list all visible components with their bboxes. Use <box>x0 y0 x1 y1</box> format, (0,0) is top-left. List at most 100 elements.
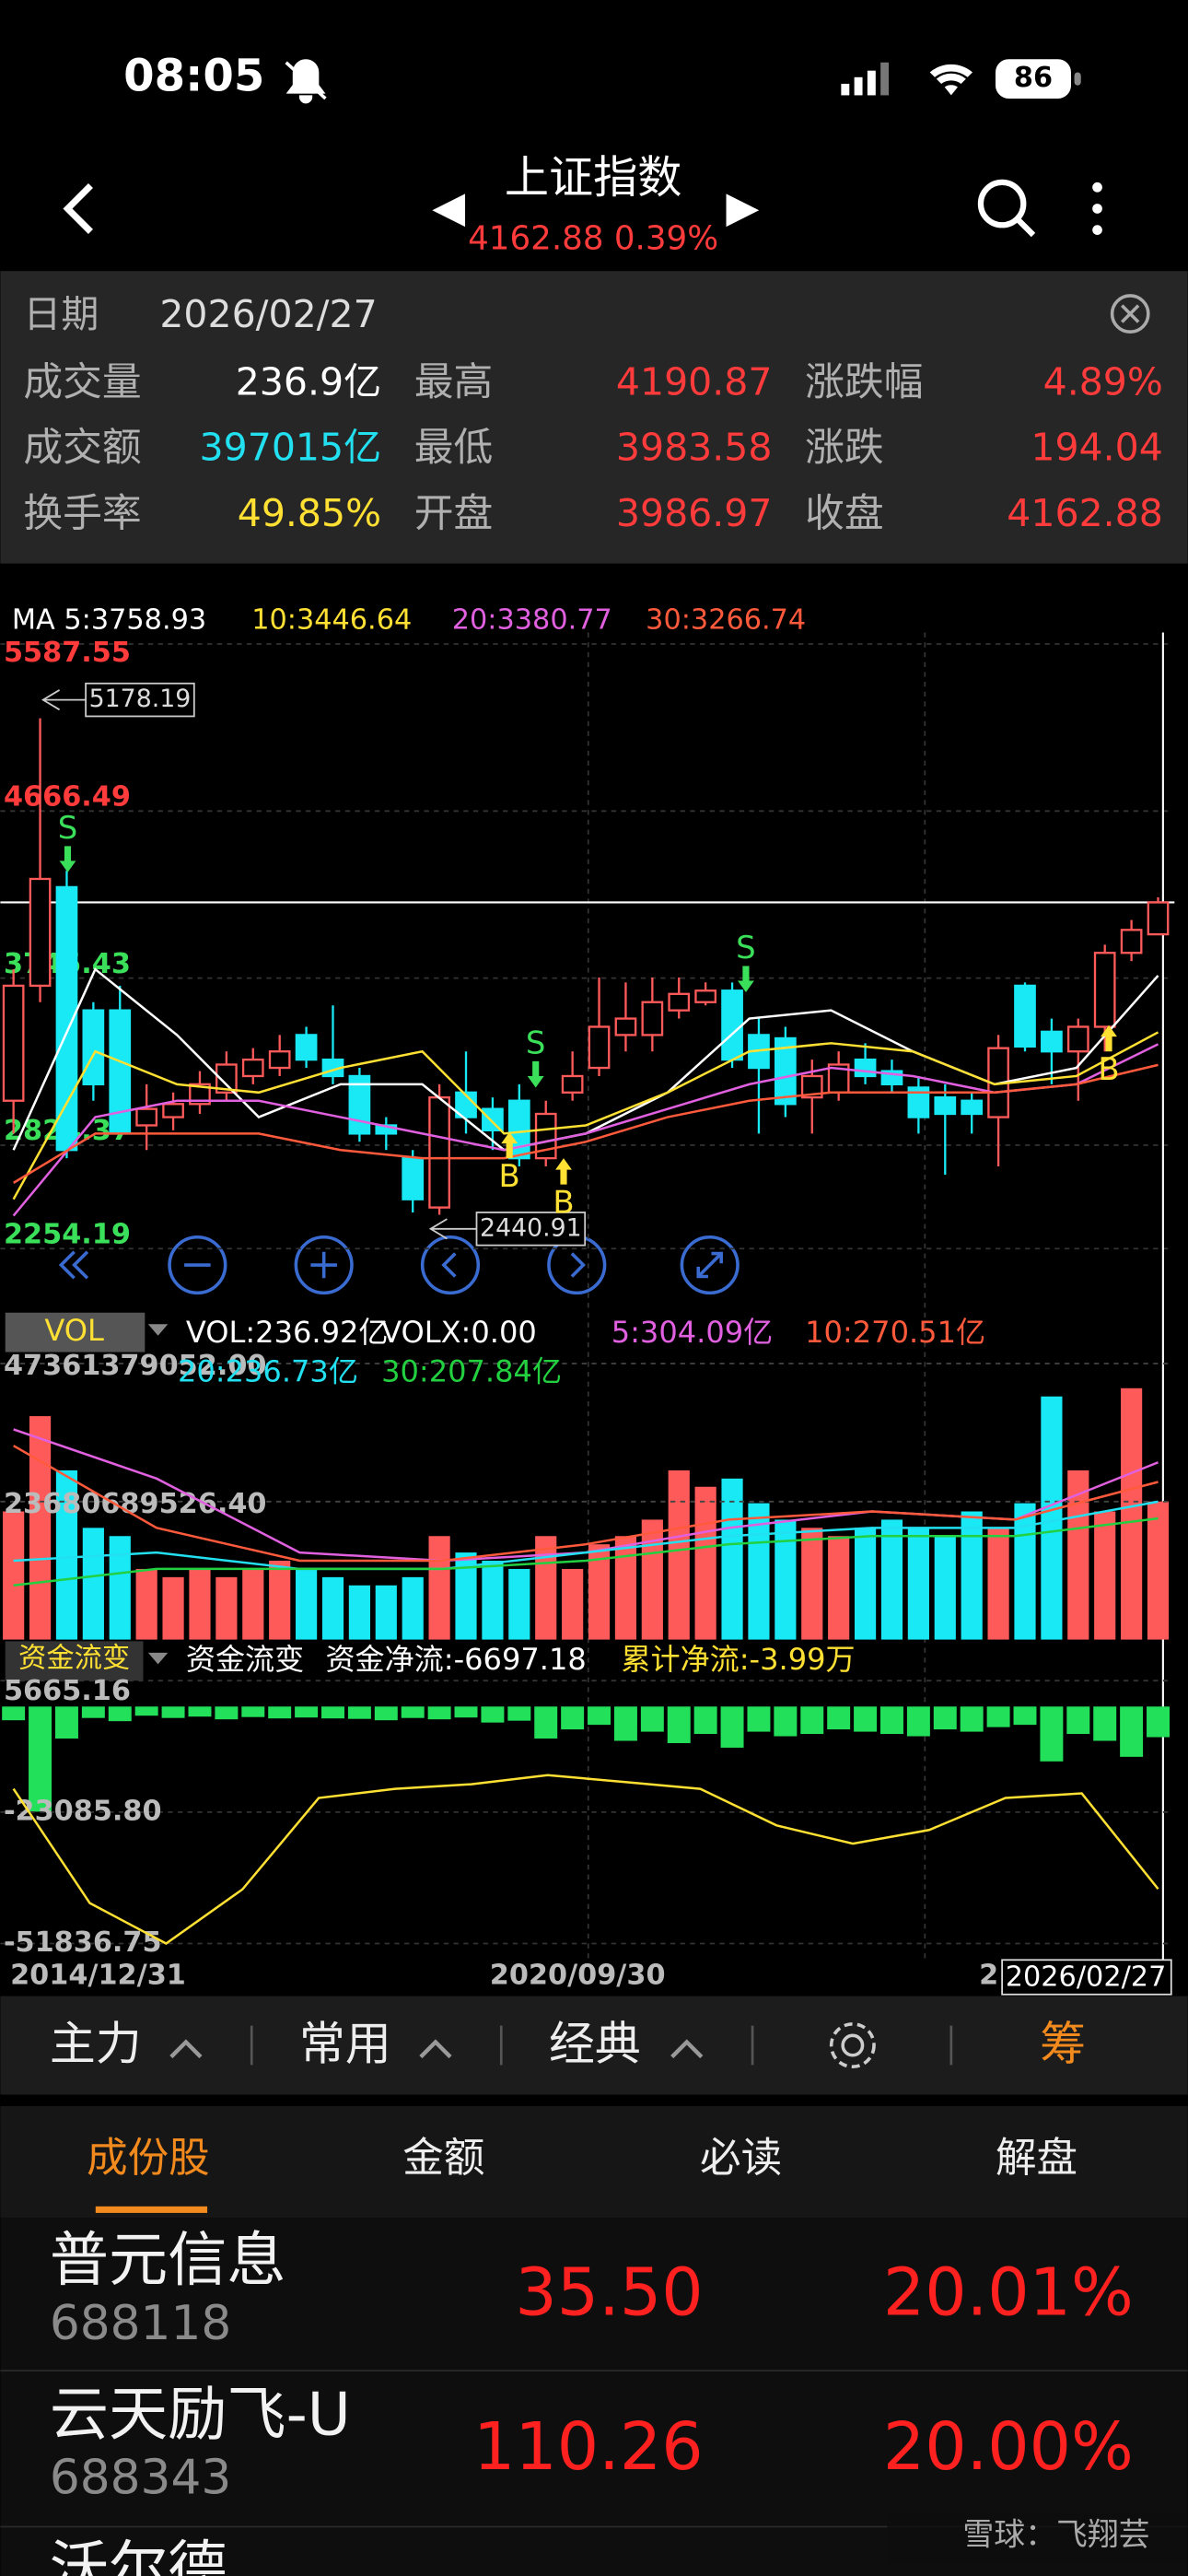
fund-legend: 累计净流:-3.99万 <box>621 1642 855 1677</box>
volume-bar <box>55 1469 78 1640</box>
stock-name[interactable]: 沃尔德 <box>50 2535 227 2576</box>
volume-bar <box>775 1519 797 1640</box>
volume-bar <box>641 1519 663 1640</box>
volume-bar <box>1094 1511 1116 1640</box>
subtab[interactable]: 必读 <box>700 2134 782 2182</box>
dropdown[interactable] <box>147 1324 169 1336</box>
info-label: 最低 <box>414 425 494 471</box>
candle-body <box>1093 952 1116 1028</box>
volume-bar <box>535 1536 557 1640</box>
fund-bar <box>347 1706 371 1719</box>
tab[interactable]: 筹 <box>1040 2017 1086 2070</box>
status-icons <box>285 59 1081 104</box>
subtab[interactable]: 解盘 <box>996 2134 1077 2182</box>
fund-bar <box>534 1706 558 1739</box>
fund-axis-label: -23085.80 <box>4 1795 162 1827</box>
more-button[interactable] <box>1092 181 1102 235</box>
fund-axis-label: -51836.75 <box>4 1926 162 1959</box>
volume-bar <box>1041 1396 1063 1640</box>
fund-bar <box>295 1706 319 1718</box>
vol-ma-line <box>13 1500 1159 1571</box>
fund-tag-label[interactable]: 资金流变 <box>18 1642 130 1674</box>
ma-line <box>12 1031 1159 1200</box>
info-label: 换手率 <box>23 490 141 536</box>
fund-bar <box>1013 1706 1037 1726</box>
candle-body <box>2 984 25 1102</box>
fund-bar <box>960 1706 984 1732</box>
signal: B <box>553 1185 574 1221</box>
candle-body <box>109 1009 132 1135</box>
fund-bar <box>613 1706 637 1741</box>
volume-bar <box>854 1528 877 1640</box>
vol-tag[interactable] <box>5 1312 146 1352</box>
stock-name[interactable]: 云天励飞-U <box>50 2380 351 2449</box>
ma-legend: 10:3446.64 <box>251 604 412 637</box>
vol-tag-label[interactable]: VOL <box>44 1313 104 1348</box>
annotation-box <box>85 682 195 718</box>
fund-bar <box>1040 1706 1064 1762</box>
fund-legend: 资金净流:-6697.18 <box>325 1642 586 1677</box>
fullscreen[interactable] <box>680 1235 740 1295</box>
vol-legend: VOLX:0.00 <box>381 1315 537 1350</box>
price-label: 5587.55 <box>4 637 131 669</box>
tab[interactable]: 经典 <box>549 2017 641 2070</box>
vol-ma-line <box>13 1516 1159 1587</box>
volume-bar <box>614 1536 637 1640</box>
fund-bar <box>774 1706 798 1737</box>
candle-body <box>1014 984 1036 1048</box>
info-label: 最高 <box>414 359 494 405</box>
vol-legend: 5:304.09亿 <box>611 1315 774 1350</box>
zoom-out[interactable] <box>168 1235 227 1295</box>
info-value: 4190.87 <box>616 359 773 404</box>
info-value: 49.85% <box>238 491 381 535</box>
volume-bar <box>961 1511 983 1640</box>
zoom-in[interactable] <box>294 1235 354 1295</box>
volume-bar <box>29 1416 52 1640</box>
candle-body <box>82 1009 105 1086</box>
fund-bar <box>800 1706 824 1735</box>
dropdown[interactable] <box>147 1652 169 1665</box>
tab[interactable]: 主力 <box>50 2017 142 2070</box>
nav-left[interactable] <box>420 1235 481 1295</box>
nav-first[interactable] <box>58 1250 89 1280</box>
subtab[interactable]: 金额 <box>402 2134 484 2182</box>
candle-body <box>534 1112 557 1160</box>
signal-arrow <box>527 1060 544 1088</box>
fund-bar <box>640 1706 664 1732</box>
volume-bar <box>1147 1501 1170 1640</box>
fund-tag[interactable] <box>5 1641 144 1681</box>
candle-body <box>1066 1025 1089 1053</box>
volume-bar <box>588 1544 611 1640</box>
back-button[interactable] <box>63 182 93 234</box>
info-value: 194.04 <box>1031 426 1162 470</box>
candle-body <box>668 992 691 1012</box>
fund-bar <box>54 1706 78 1739</box>
signal: S <box>58 810 78 846</box>
stock-price: 35.50 <box>515 2254 703 2330</box>
bell-icon <box>285 59 327 104</box>
candle-body <box>721 989 743 1061</box>
signal-arrow <box>59 846 76 872</box>
fund-bar <box>454 1706 478 1718</box>
close-button[interactable] <box>1110 294 1150 334</box>
settings-button[interactable] <box>829 2022 876 2069</box>
volume-bar <box>1014 1503 1036 1640</box>
volume-bar <box>694 1486 716 1640</box>
fund-bar <box>1120 1706 1144 1757</box>
tab[interactable]: 常用 <box>299 2017 391 2070</box>
next-button[interactable] <box>726 193 760 228</box>
battery-tip <box>1074 72 1081 86</box>
subtab[interactable]: 成份股 <box>87 2134 210 2182</box>
prev-button[interactable] <box>432 193 466 228</box>
ma-legend: 30:3266.74 <box>646 604 806 637</box>
volume-bar <box>455 1552 477 1640</box>
stock-name[interactable]: 普元信息 <box>50 2226 286 2295</box>
search-button[interactable] <box>977 179 1036 238</box>
volume-bar <box>135 1568 157 1640</box>
watermark-bg <box>887 2513 1188 2563</box>
fund-bar <box>507 1706 531 1721</box>
candle-body <box>507 1099 530 1160</box>
info-value: 397015亿 <box>200 426 382 470</box>
fund-bar <box>321 1706 344 1719</box>
info-label: 日期 <box>23 292 99 336</box>
